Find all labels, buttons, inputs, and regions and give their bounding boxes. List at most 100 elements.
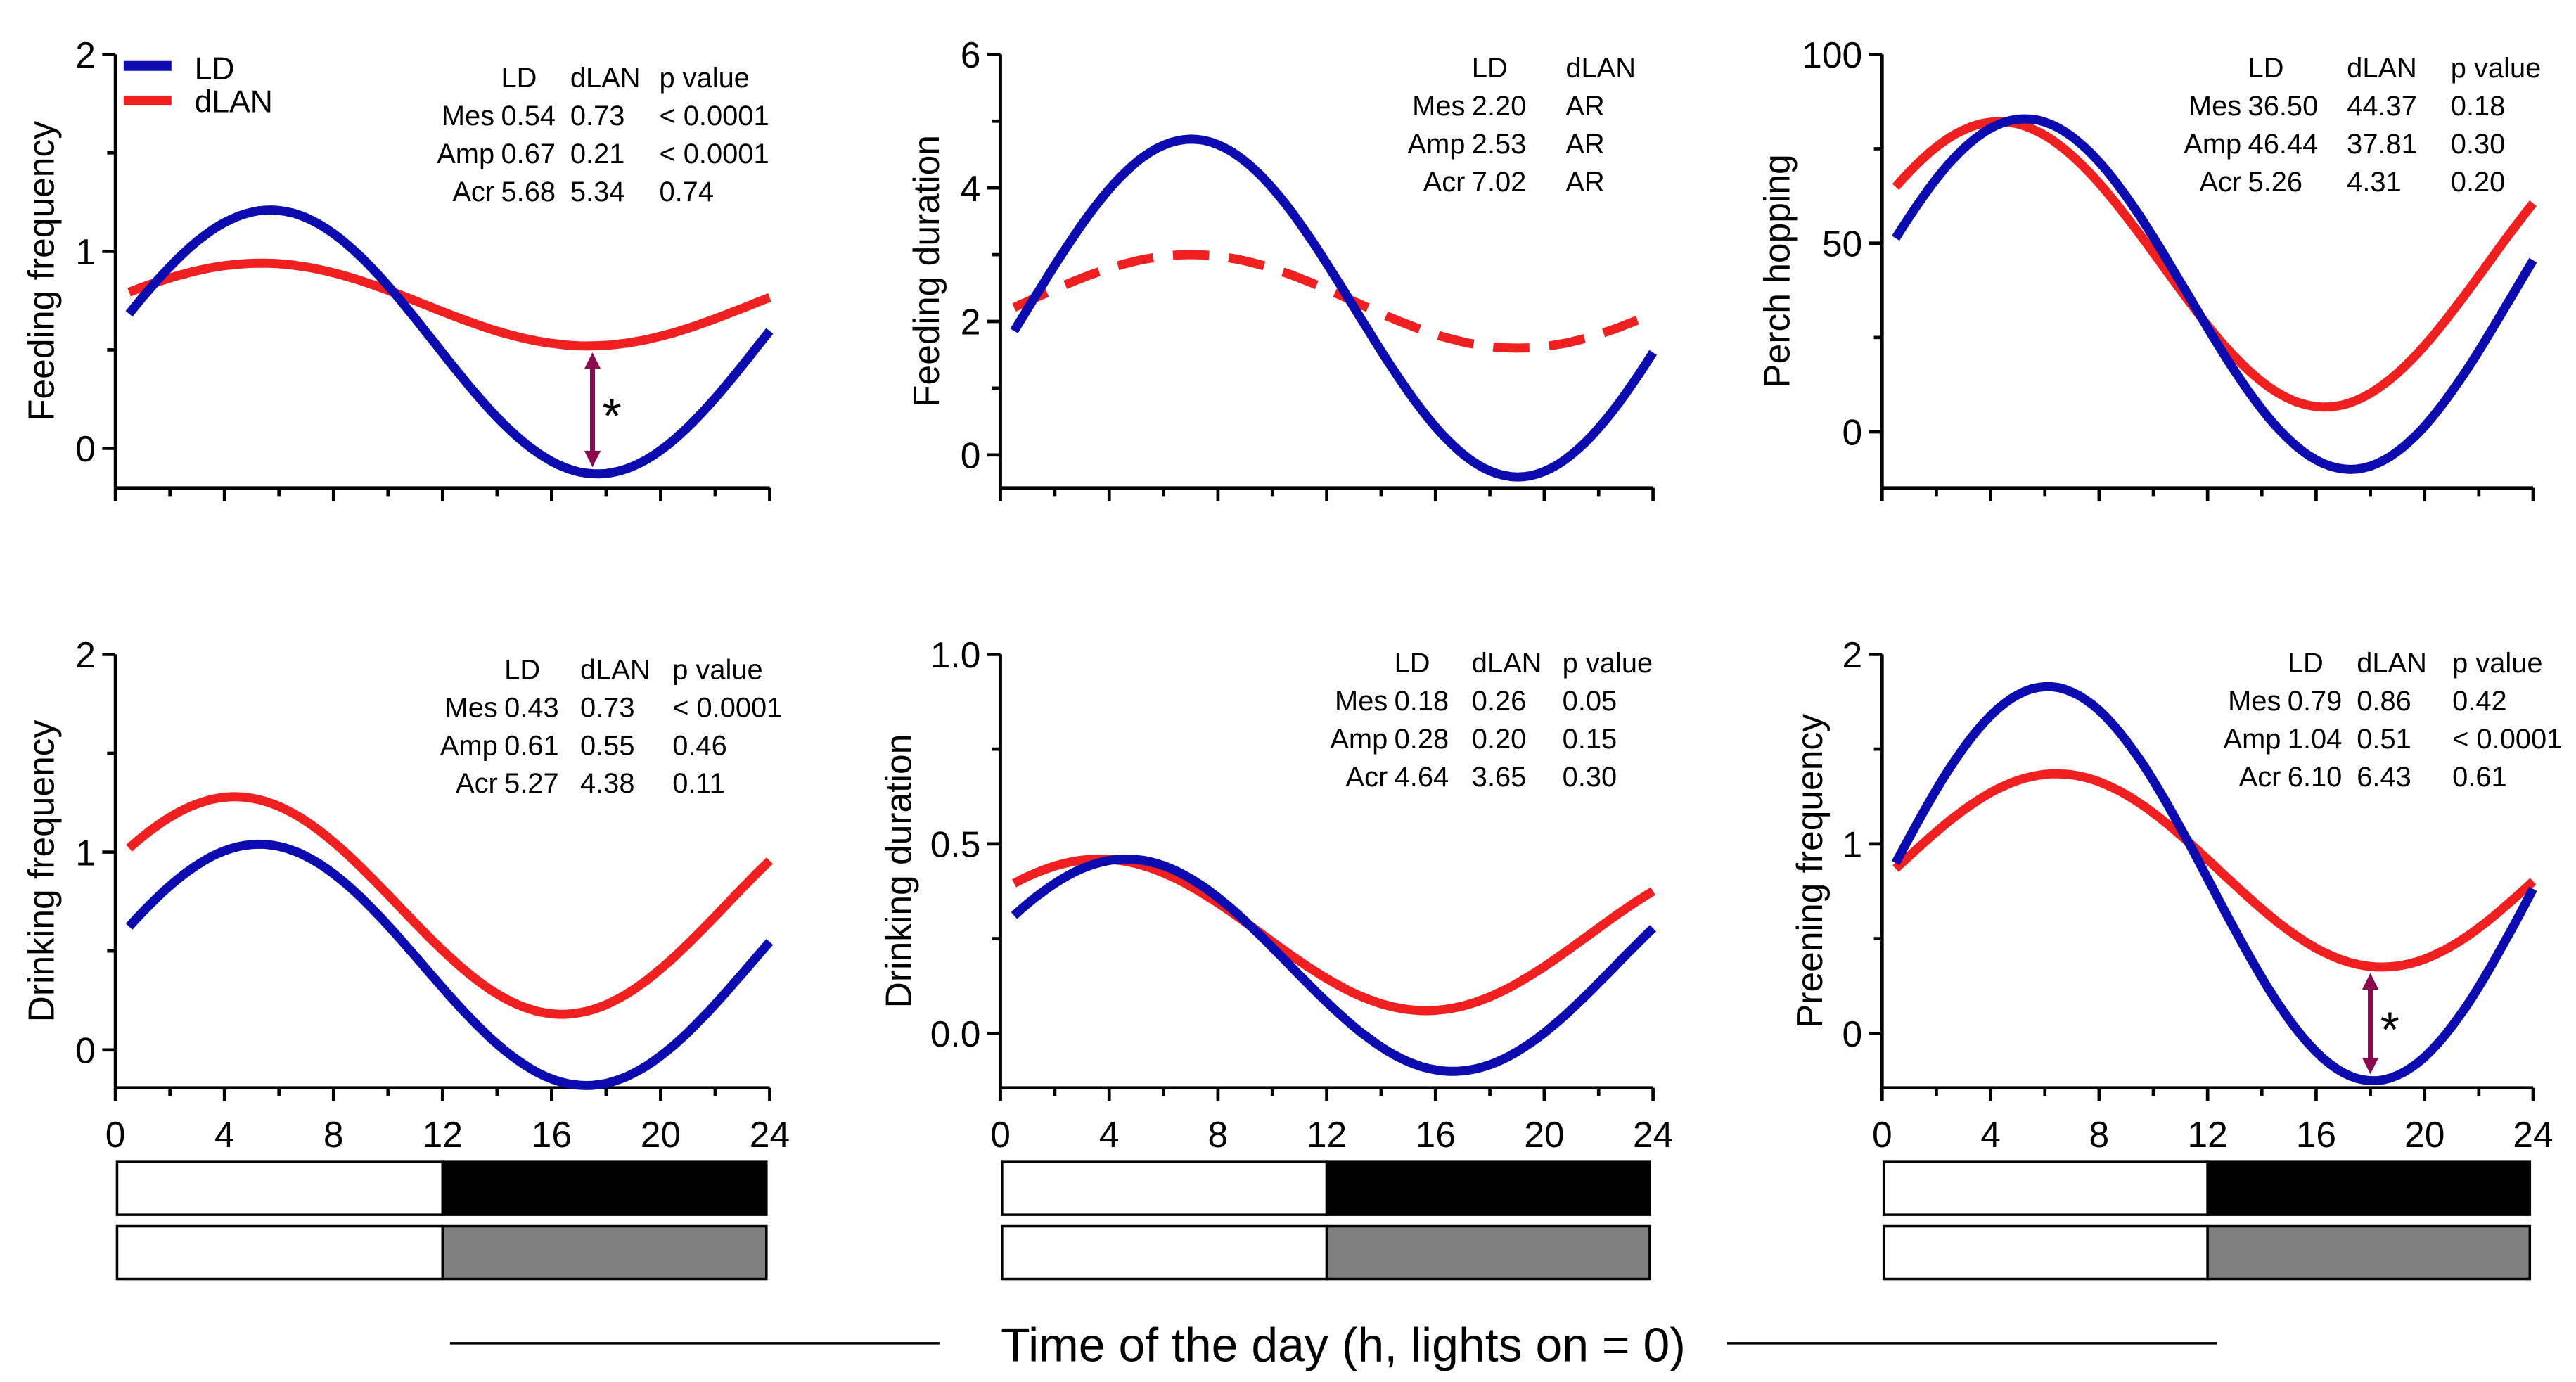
series-line-ld <box>1010 134 1658 482</box>
table-cell: 46.44 <box>2248 129 2319 160</box>
ld-light-phase-bar <box>1882 1160 2209 1216</box>
table-cell: 0.61 <box>504 730 559 761</box>
table-cell: 2.20 <box>1472 91 1527 122</box>
y-axis-label: Preening frequency <box>1789 714 1830 1028</box>
photoperiod-bars <box>1001 1160 1651 1281</box>
table-row-label: Acr <box>2239 762 2281 793</box>
arrow-head-down <box>2362 1057 2379 1075</box>
table-cell: AR <box>1565 129 1604 160</box>
table-row-label: Acr <box>456 768 498 799</box>
table-row-label: Amp <box>1408 129 1466 160</box>
y-tick-label: 50 <box>1822 223 1862 264</box>
table-row-label: Amp <box>1330 724 1388 755</box>
photoperiod-bars <box>115 1160 768 1281</box>
table-cell: < 0.0001 <box>2452 724 2562 755</box>
table-header: dLAN <box>1565 53 1636 84</box>
table-cell: AR <box>1565 91 1604 122</box>
table-cell: 5.27 <box>504 768 559 799</box>
stats-table: LD dLAN p value Mes 0.43 0.73 < 0.0001 Amp 0.61 0… <box>440 655 782 800</box>
photoperiod-bars <box>1882 1160 2532 1281</box>
ld-light-phase-bar <box>115 1160 444 1216</box>
table-header: p value <box>672 655 762 686</box>
table-cell: 0.46 <box>672 730 727 761</box>
table-cell: 4.38 <box>580 768 635 799</box>
table-header: dLAN <box>1472 648 1542 679</box>
ld-dark-phase-bar <box>1325 1160 1651 1216</box>
table-cell: 0.74 <box>659 177 714 207</box>
series-line-dlan <box>1012 250 1655 353</box>
x-tick-label: 4 <box>1099 1114 1120 1155</box>
table-header: LD <box>504 655 540 686</box>
table-cell: 4.31 <box>2347 167 2402 198</box>
x-axis-title: Time of the day (h, lights on = 0) <box>449 1319 2217 1372</box>
x-tick-label: 0 <box>1872 1114 1892 1155</box>
table-cell: 0.67 <box>501 139 556 169</box>
table-cell: 0.86 <box>2357 686 2411 717</box>
table-cell: 0.21 <box>570 139 625 169</box>
table-cell: 0.43 <box>504 692 559 723</box>
table-cell: 3.65 <box>1472 762 1527 793</box>
table-cell: 0.42 <box>2452 686 2507 717</box>
panel-5: 0.0 0.5 1.0 0 4 8 12 16 20 24 Drinking duration LD d… <box>878 634 1673 1281</box>
table-header: LD <box>2288 648 2324 679</box>
dlan-light-phase-bar <box>115 1224 444 1281</box>
series-line-dlan <box>1011 854 1655 1016</box>
dlan-light-phase-bar <box>1882 1224 2209 1281</box>
table-row-label: Mes <box>2228 686 2281 717</box>
table-cell: 0.28 <box>1395 724 1449 755</box>
table-cell: 7.02 <box>1472 167 1527 198</box>
arrow-head-up <box>584 352 601 369</box>
table-cell: 0.26 <box>1472 686 1527 717</box>
table-cell: 0.51 <box>2357 724 2411 755</box>
series-line-ld <box>125 839 774 1090</box>
table-cell: 44.37 <box>2347 91 2417 122</box>
table-row-label: Amp <box>437 139 494 169</box>
legend: LD dLAN <box>123 51 273 119</box>
series-line-ld <box>125 205 774 479</box>
table-cell: 36.50 <box>2248 91 2319 122</box>
table-row-label: Acr <box>1346 762 1388 793</box>
y-tick-label: 0 <box>75 1030 96 1071</box>
x-tick-label: 4 <box>214 1114 235 1155</box>
stats-table: LD dLAN p value Mes 0.79 0.86 0.42 Amp 1.04 0.51 <… <box>2224 648 2563 793</box>
y-tick-label: 2 <box>75 34 96 75</box>
table-row-label: Acr <box>2199 167 2241 198</box>
table-cell: 0.54 <box>501 101 556 132</box>
x-tick-label: 4 <box>1980 1114 2001 1155</box>
y-tick-label: 4 <box>961 168 981 209</box>
table-cell: 0.30 <box>1563 762 1617 793</box>
table-header: LD <box>501 63 537 94</box>
dlan-dim-light-phase-bar <box>441 1224 768 1281</box>
table-row-label: Mes <box>1412 91 1465 122</box>
table-cell: 2.53 <box>1472 129 1527 160</box>
series-line-ld <box>1892 114 2537 474</box>
series-line-dlan <box>1892 117 2537 412</box>
series-line-ld <box>1891 682 2537 1086</box>
table-cell: 0.73 <box>570 101 625 132</box>
arrow-head-up <box>2362 973 2379 990</box>
ld-light-phase-bar <box>1001 1160 1328 1216</box>
x-tick-label: 8 <box>2089 1114 2110 1155</box>
y-tick-label: 2 <box>961 302 981 343</box>
y-tick-label: 2 <box>75 634 96 675</box>
table-row-label: Amp <box>440 730 498 761</box>
table-row-label: Mes <box>2189 91 2241 122</box>
x-tick-label: 16 <box>1416 1114 1456 1155</box>
y-tick-label: 0 <box>1843 412 1863 453</box>
table-cell: 0.73 <box>580 692 635 723</box>
y-tick-label: 0 <box>75 428 96 469</box>
table-cell: 0.61 <box>2452 762 2507 793</box>
panel-2: 0 2 4 6 Feeding duration LD dLAN Mes 2.20 AR Amp 2.… <box>906 34 1658 501</box>
y-tick-label: 100 <box>1802 34 1862 75</box>
table-cell: 37.81 <box>2347 129 2417 160</box>
table-row-label: Acr <box>452 177 494 207</box>
y-axis-label: Perch hopping <box>1756 154 1797 388</box>
stats-table: LD dLAN p value Mes 0.54 0.73 < 0.0001 Amp 0.67 0… <box>437 63 769 207</box>
series-line-dlan <box>1892 769 2537 972</box>
table-cell: 0.15 <box>1563 724 1617 755</box>
legend-label-dlan: dLAN <box>195 84 273 119</box>
table-header: dLAN <box>580 655 651 686</box>
x-tick-label: 16 <box>2296 1114 2336 1155</box>
